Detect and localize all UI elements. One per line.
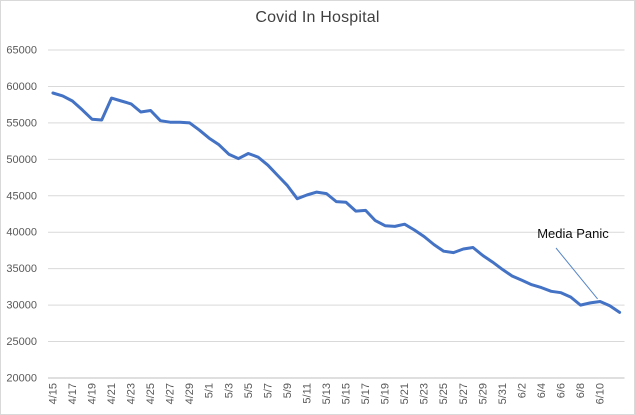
x-tick-label: 5/1 xyxy=(204,383,216,398)
y-tick-label: 50000 xyxy=(6,154,37,166)
x-tick-label: 5/27 xyxy=(458,383,470,404)
x-tick-label: 6/8 xyxy=(575,383,587,398)
x-tick-label: 6/10 xyxy=(595,383,607,404)
x-tick-label: 5/7 xyxy=(262,383,274,398)
x-tick-label: 5/5 xyxy=(243,383,255,398)
y-tick-label: 30000 xyxy=(6,300,37,312)
x-tick-label: 5/21 xyxy=(399,383,411,404)
x-tick-label: 5/29 xyxy=(477,383,489,404)
media-panic-annotation: Media Panic xyxy=(537,226,609,241)
y-tick-label: 20000 xyxy=(6,373,37,385)
x-tick-label: 6/6 xyxy=(555,383,567,398)
hospitalizations-series-line xyxy=(51,91,622,314)
x-tick-label: 5/19 xyxy=(380,383,392,404)
x-tick-label: 5/31 xyxy=(497,383,509,404)
x-tick-label: 5/25 xyxy=(438,383,450,404)
x-tick-label: 4/21 xyxy=(106,383,118,404)
chart-title: Covid In Hospital xyxy=(255,9,380,26)
y-tick-label: 60000 xyxy=(6,81,37,93)
x-tick-label: 6/4 xyxy=(536,383,548,398)
x-tick-label: 4/25 xyxy=(145,383,157,404)
y-tick-label: 45000 xyxy=(6,190,37,202)
x-tick-label: 5/9 xyxy=(282,383,294,398)
x-tick-label: 4/17 xyxy=(67,383,79,404)
x-tick-label: 5/11 xyxy=(301,383,313,404)
x-tick-label: 6/2 xyxy=(516,383,528,398)
x-tick-label: 4/23 xyxy=(126,383,138,404)
x-tick-label: 5/3 xyxy=(223,383,235,398)
y-tick-label: 25000 xyxy=(6,336,37,348)
x-tick-label: 5/17 xyxy=(360,383,372,404)
x-tick-label: 5/15 xyxy=(341,383,353,404)
x-tick-label: 4/27 xyxy=(165,383,177,404)
y-tick-label: 65000 xyxy=(6,45,37,57)
x-tick-label: 4/19 xyxy=(86,383,98,404)
x-tick-label: 5/13 xyxy=(321,383,333,404)
x-tick-label: 4/29 xyxy=(184,383,196,404)
x-tick-label: 5/23 xyxy=(419,383,431,404)
y-tick-label: 40000 xyxy=(6,227,37,239)
x-tick-label: 4/15 xyxy=(47,383,59,404)
y-tick-label: 55000 xyxy=(6,117,37,129)
annotation-leader-line xyxy=(555,247,598,300)
y-tick-label: 35000 xyxy=(6,263,37,275)
